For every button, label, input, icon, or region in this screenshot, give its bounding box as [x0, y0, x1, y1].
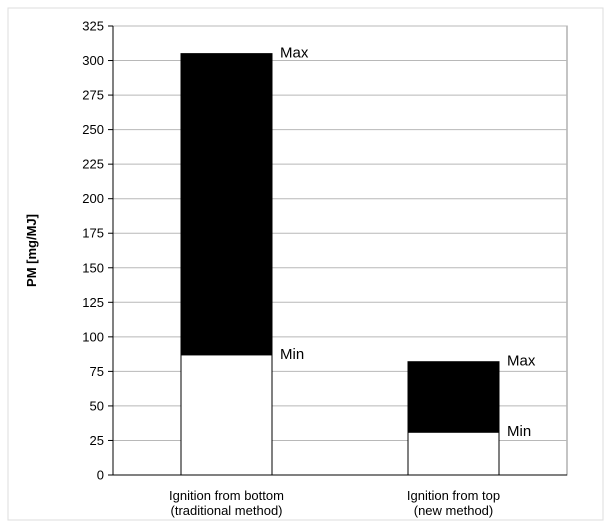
x-category-label: Ignition from top: [407, 488, 500, 503]
y-tick-label: 175: [82, 226, 104, 241]
y-tick-label: 300: [82, 53, 104, 68]
x-category-labels: Ignition from bottom(traditional method)…: [169, 488, 500, 518]
min-annotation-label: Min: [507, 423, 531, 440]
y-tick-layer: 0 25 50 75 100 125 150 175 200 225 250 275 300 325: [82, 19, 113, 483]
y-tick-label: 25: [90, 433, 104, 448]
y-axis-label: PM [mg/MJ]: [24, 214, 39, 287]
min-annotation-label: Min: [280, 346, 304, 363]
y-tick-label: 50: [90, 398, 104, 413]
x-category-label: (traditional method): [171, 503, 283, 518]
bar-segment-min: [180, 354, 273, 476]
y-tick-label: 150: [82, 260, 104, 275]
x-category-label: (new method): [414, 503, 493, 518]
bar-segment-min: [407, 431, 500, 476]
x-category-label: Ignition from bottom: [169, 488, 284, 503]
max-annotation-label: Max: [507, 353, 536, 370]
bar-segment-range: [407, 361, 500, 433]
y-tick-label: 100: [82, 329, 104, 344]
annotation-layer: Max Min Max Min: [280, 45, 536, 441]
y-tick-label: 0: [97, 468, 104, 483]
y-tick-label: 275: [82, 88, 104, 103]
max-annotation-label: Max: [280, 45, 309, 62]
y-tick-label: 125: [82, 295, 104, 310]
y-tick-label: 250: [82, 122, 104, 137]
bar-layer: [180, 53, 500, 476]
bar-segment-range: [180, 53, 273, 356]
y-tick-label: 225: [82, 157, 104, 172]
y-tick-label: 75: [90, 364, 104, 379]
y-tick-label: 325: [82, 19, 104, 34]
y-tick-label: 200: [82, 191, 104, 206]
